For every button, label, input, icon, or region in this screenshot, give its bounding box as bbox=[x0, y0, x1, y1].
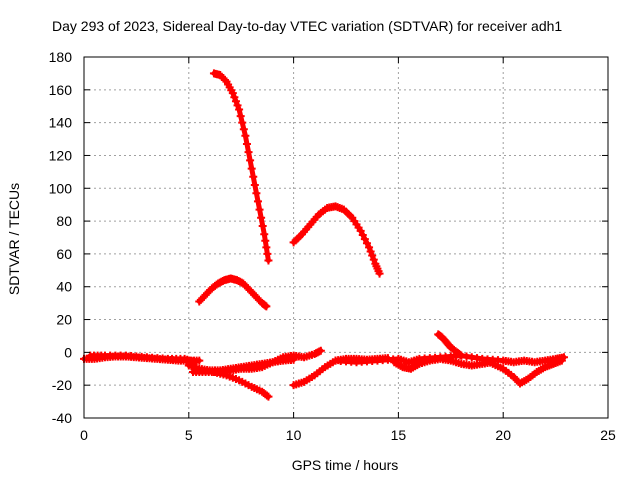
data-point bbox=[264, 256, 273, 265]
data-point bbox=[260, 230, 269, 239]
data-point bbox=[258, 222, 267, 231]
data-point bbox=[235, 105, 244, 114]
data-point bbox=[262, 243, 271, 252]
series-high-arc bbox=[209, 69, 273, 265]
series-baseline-2 bbox=[86, 351, 200, 367]
data-point bbox=[262, 302, 271, 311]
y-tick-label: 20 bbox=[56, 312, 72, 328]
series-trace bbox=[211, 70, 271, 263]
data-point bbox=[228, 89, 237, 98]
y-tick-label: 60 bbox=[56, 246, 72, 262]
x-tick-label: 10 bbox=[286, 427, 302, 443]
x-axis-label: GPS time / hours bbox=[292, 457, 399, 473]
data-point bbox=[457, 351, 466, 360]
y-tick-label: 80 bbox=[56, 213, 72, 229]
data-point bbox=[366, 247, 375, 256]
x-tick-label: 20 bbox=[495, 427, 511, 443]
chart-title: Day 293 of 2023, Sidereal Day-to-day VTE… bbox=[52, 18, 562, 34]
data-point bbox=[362, 239, 371, 248]
series-mid-arc-left bbox=[195, 274, 271, 311]
data-series bbox=[80, 69, 568, 401]
series-spike bbox=[434, 330, 466, 360]
data-point bbox=[242, 139, 251, 148]
plot-frame bbox=[83, 56, 609, 419]
y-axis-label: SDTVAR / TECUs bbox=[6, 183, 22, 295]
data-point bbox=[247, 164, 256, 173]
series-mid-arc-right bbox=[289, 202, 384, 278]
data-point bbox=[262, 391, 271, 400]
series-low-descending bbox=[209, 368, 273, 401]
y-tick-label: -20 bbox=[52, 377, 72, 393]
y-tick-label: 100 bbox=[49, 180, 73, 196]
data-point bbox=[241, 131, 250, 140]
y-tick-label: 120 bbox=[49, 147, 73, 163]
data-point bbox=[263, 249, 272, 258]
data-point bbox=[356, 226, 365, 235]
data-point bbox=[236, 112, 245, 121]
x-tick-label: 25 bbox=[600, 427, 616, 443]
data-point bbox=[231, 97, 240, 106]
data-point bbox=[244, 148, 253, 157]
data-point bbox=[358, 231, 367, 240]
y-tick-label: 0 bbox=[64, 344, 72, 360]
data-point bbox=[253, 197, 262, 206]
y-tick-label: 140 bbox=[49, 115, 73, 131]
data-point bbox=[249, 172, 258, 181]
data-point bbox=[230, 93, 239, 102]
data-point bbox=[233, 101, 242, 110]
axis-ticks: 0 5 10 15 20 25 -40 -20 0 20 40 60 80 100 120 140 160 180 bbox=[49, 49, 616, 443]
data-point bbox=[238, 118, 247, 127]
y-tick-label: -40 bbox=[52, 410, 72, 426]
data-point bbox=[255, 205, 264, 214]
data-point bbox=[368, 251, 377, 260]
series-tail-2 bbox=[390, 354, 497, 373]
x-tick-label: 5 bbox=[185, 427, 193, 443]
data-point bbox=[264, 392, 273, 401]
data-point bbox=[360, 235, 369, 244]
data-point bbox=[257, 213, 266, 222]
data-point bbox=[220, 75, 229, 84]
y-tick-label: 180 bbox=[49, 49, 73, 65]
data-point bbox=[261, 236, 270, 245]
y-tick-label: 40 bbox=[56, 279, 72, 295]
x-tick-label: 0 bbox=[80, 427, 88, 443]
series-tail-1 bbox=[331, 351, 568, 367]
y-tick-label: 160 bbox=[49, 82, 73, 98]
data-point bbox=[365, 243, 374, 252]
data-point bbox=[250, 180, 259, 189]
data-point bbox=[246, 156, 255, 165]
x-tick-label: 15 bbox=[391, 427, 407, 443]
data-point bbox=[375, 269, 384, 278]
data-point bbox=[239, 125, 248, 134]
series-tail-3 bbox=[488, 356, 566, 388]
data-point bbox=[252, 189, 261, 198]
data-point bbox=[557, 356, 566, 365]
data-point bbox=[316, 346, 325, 355]
data-point bbox=[369, 255, 378, 264]
